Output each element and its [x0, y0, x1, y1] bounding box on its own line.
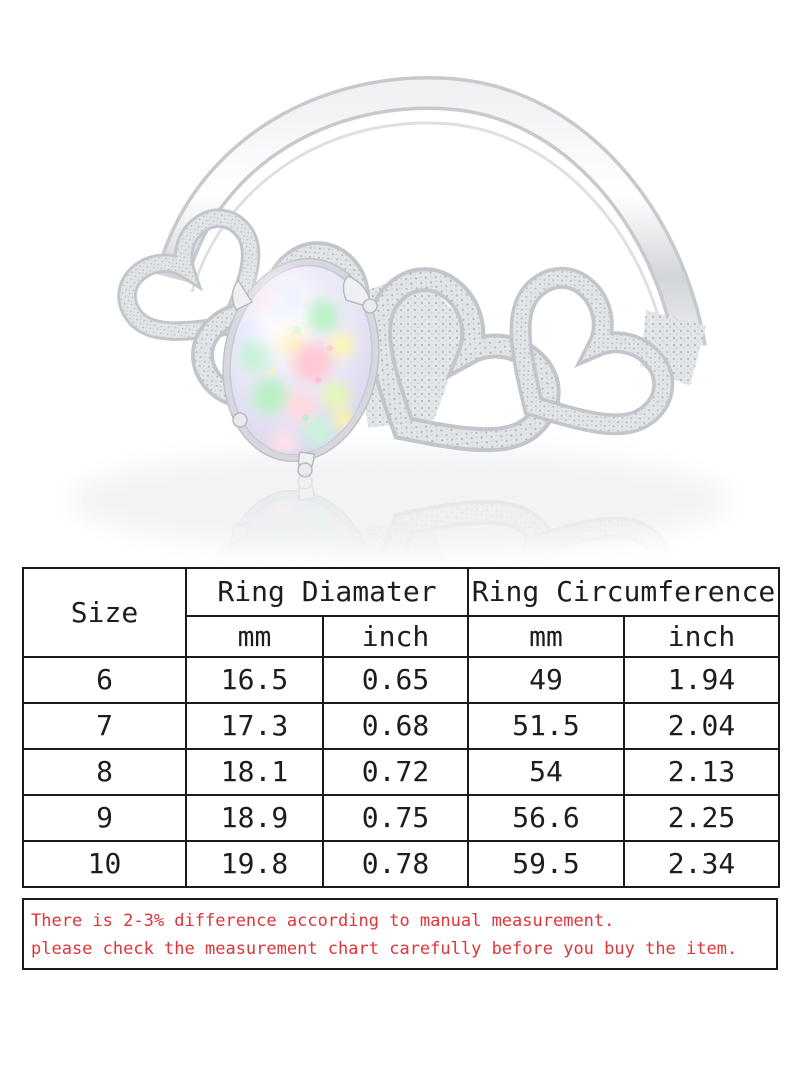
table-row: 9 18.9 0.75 56.6 2.25: [22, 794, 780, 842]
unit-header-diameter-mm: mm: [185, 615, 324, 658]
col-header-circumference: Ring Circumference: [467, 567, 780, 617]
cell-diameter-mm: 18.9: [185, 794, 324, 842]
cell-circumference-mm: 49: [467, 656, 625, 704]
cell-diameter-inch: 0.78: [322, 840, 469, 888]
col-header-size: Size: [22, 567, 187, 658]
ring-size-table: Size Ring Diamater Ring Circumference mm…: [22, 567, 780, 888]
cell-size: 8: [22, 748, 187, 796]
table-row: 8 18.1 0.72 54 2.13: [22, 748, 780, 796]
table-row: 7 17.3 0.68 51.5 2.04: [22, 702, 780, 750]
cell-circumference-mm: 56.6: [467, 794, 625, 842]
cell-size: 6: [22, 656, 187, 704]
cell-circumference-inch: 1.94: [623, 656, 780, 704]
product-photo: [70, 76, 730, 562]
cell-circumference-inch: 2.34: [623, 840, 780, 888]
cell-diameter-inch: 0.72: [322, 748, 469, 796]
unit-header-diameter-inch: inch: [322, 615, 469, 658]
opal-stone: [222, 257, 380, 478]
ring-artwork: [115, 76, 707, 491]
table-row: 6 16.5 0.65 49 1.94: [22, 656, 780, 704]
cell-circumference-inch: 2.04: [623, 702, 780, 750]
note-line-1: There is 2-3% difference according to ma…: [31, 911, 615, 931]
cell-circumference-mm: 54: [467, 748, 625, 796]
cell-diameter-inch: 0.65: [322, 656, 469, 704]
measurement-note: There is 2-3% difference according to ma…: [22, 898, 778, 970]
cell-size: 7: [22, 702, 187, 750]
cell-diameter-inch: 0.68: [322, 702, 469, 750]
cell-diameter-mm: 18.1: [185, 748, 324, 796]
cell-size: 9: [22, 794, 187, 842]
unit-header-circumference-inch: inch: [623, 615, 780, 658]
unit-header-circumference-mm: mm: [467, 615, 625, 658]
cell-size: 10: [22, 840, 187, 888]
table-row: 10 19.8 0.78 59.5 2.34: [22, 840, 780, 888]
cell-circumference-mm: 59.5: [467, 840, 625, 888]
cell-circumference-inch: 2.13: [623, 748, 780, 796]
cell-diameter-mm: 19.8: [185, 840, 324, 888]
cell-circumference-mm: 51.5: [467, 702, 625, 750]
cell-diameter-mm: 17.3: [185, 702, 324, 750]
cell-diameter-inch: 0.75: [322, 794, 469, 842]
opal-heart-ring-image: [70, 76, 730, 562]
cell-circumference-inch: 2.25: [623, 794, 780, 842]
col-header-diameter: Ring Diamater: [185, 567, 469, 617]
note-line-2: please check the measurement chart caref…: [31, 939, 738, 959]
cell-diameter-mm: 16.5: [185, 656, 324, 704]
